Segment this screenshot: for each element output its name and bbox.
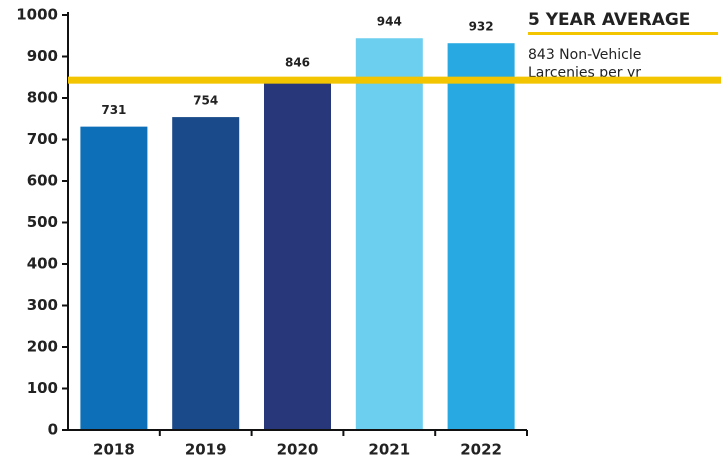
x-tick-label: 2020	[277, 441, 319, 459]
bar	[80, 126, 148, 430]
value-label: 731	[101, 103, 126, 117]
annotation-line: 843 Non-Vehicle	[528, 47, 641, 63]
average-line	[68, 76, 721, 84]
y-tick-label: 800	[27, 89, 58, 107]
y-tick-label: 500	[27, 213, 58, 231]
y-tick-label: 400	[27, 255, 58, 273]
bar	[355, 38, 423, 431]
bar	[263, 78, 332, 430]
value-label: 754	[193, 94, 218, 108]
y-tick-label: 700	[27, 130, 58, 148]
y-tick-label: 100	[27, 379, 58, 397]
y-tick-label: 1000	[16, 6, 58, 24]
value-label: 932	[469, 20, 494, 34]
bar	[447, 43, 515, 430]
x-tick-label: 2022	[460, 441, 502, 459]
y-tick-label: 900	[27, 47, 58, 65]
annotation-title: 5 YEAR AVERAGE	[528, 10, 690, 30]
y-tick-label: 600	[27, 172, 58, 190]
x-tick-label: 2019	[185, 441, 227, 459]
y-tick-label: 0	[48, 421, 58, 439]
value-label: 944	[377, 15, 402, 29]
value-label: 846	[285, 55, 310, 69]
y-tick-label: 200	[27, 338, 58, 356]
bar	[172, 117, 240, 430]
y-tick-label: 300	[27, 296, 58, 314]
x-tick-label: 2021	[368, 441, 410, 459]
annotation-underline	[528, 32, 718, 35]
x-tick-label: 2018	[93, 441, 135, 459]
